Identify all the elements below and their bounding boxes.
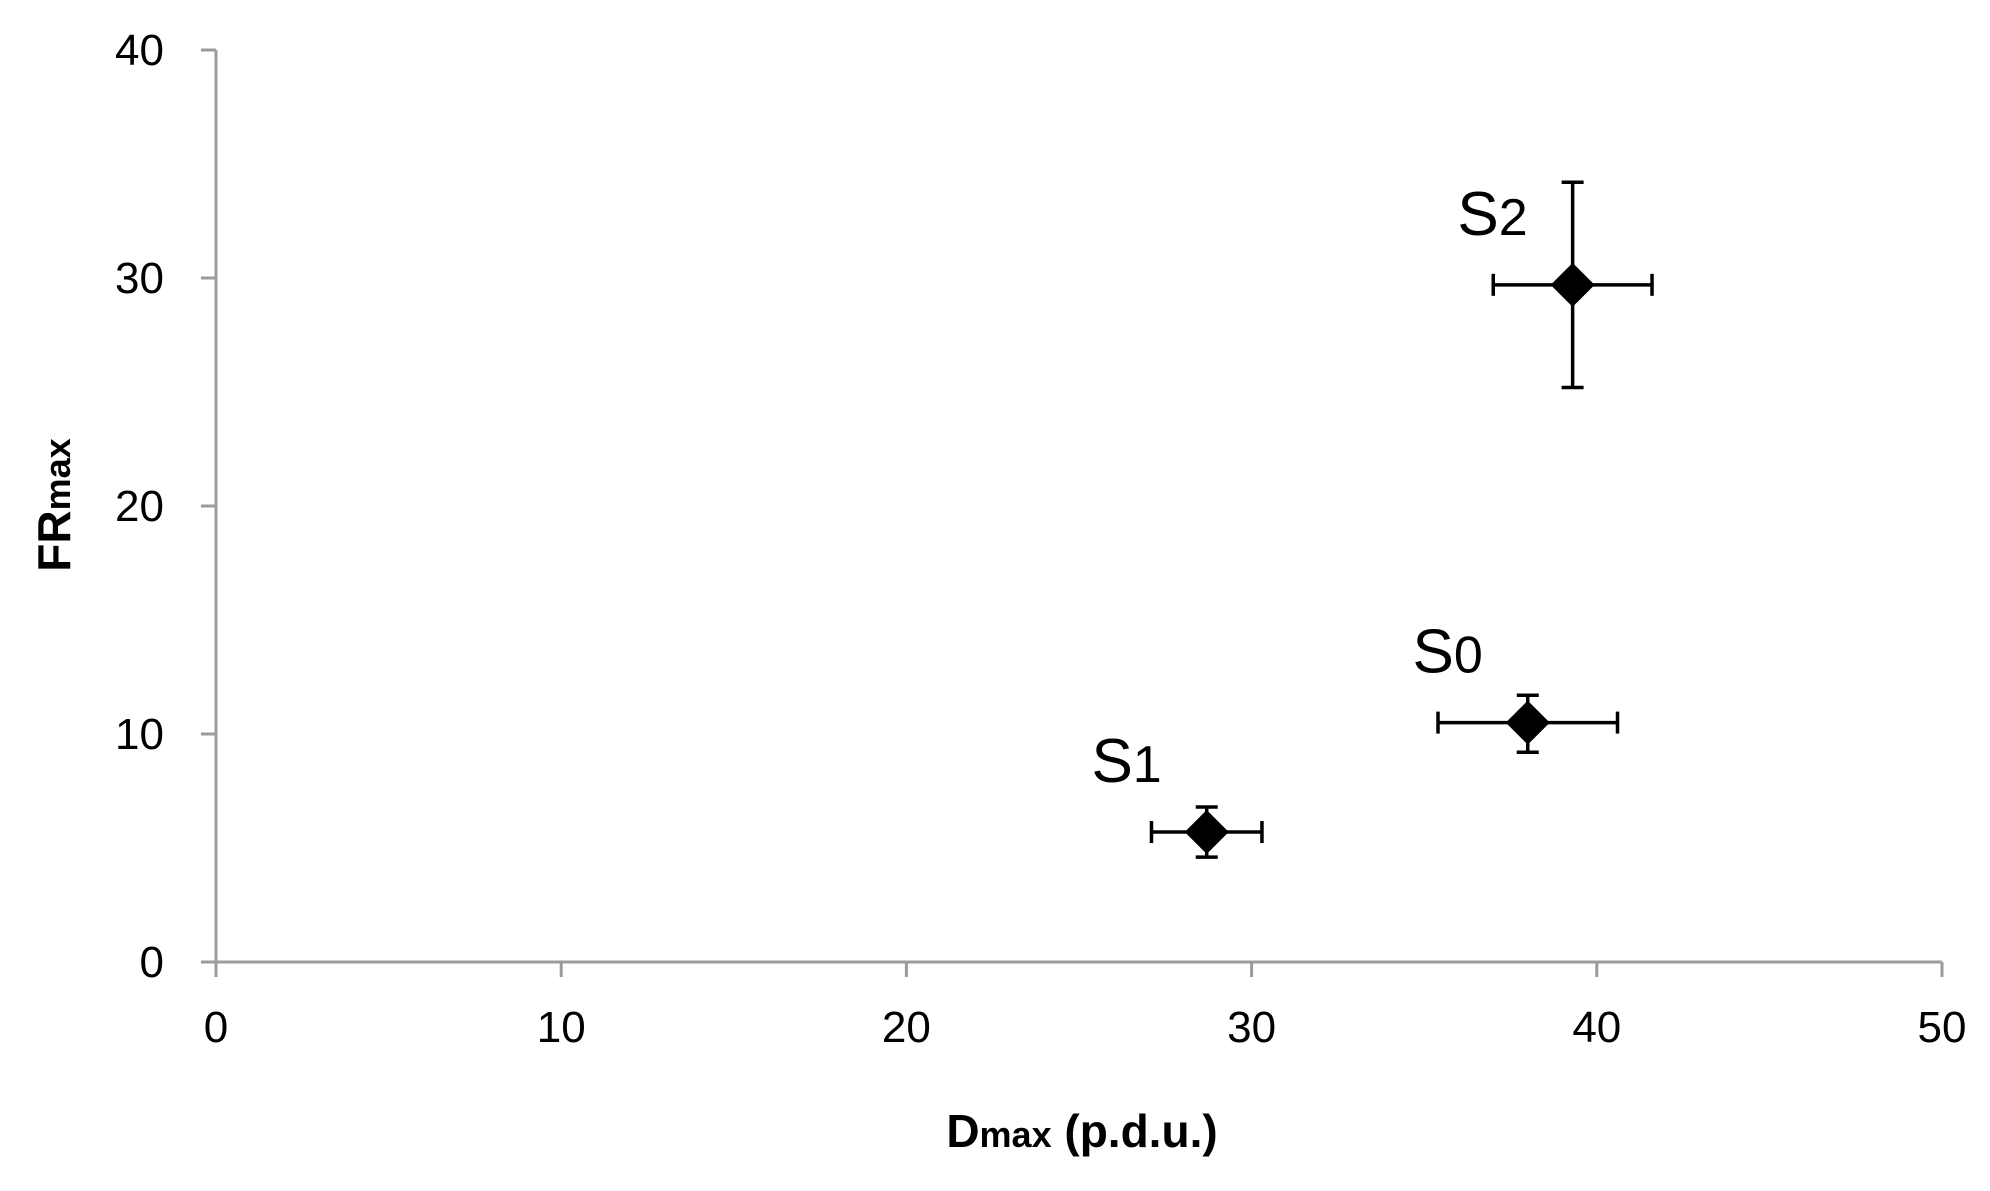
point-label-main: S [1457,180,1498,249]
y-tick-label: 10 [115,710,164,759]
x-tick-label: 10 [537,1003,586,1052]
x-tick-label: 0 [204,1003,228,1052]
point-label-sub: 1 [1133,736,1162,794]
x-tick-label: 30 [1227,1003,1276,1052]
y-tick-label: 40 [115,26,164,75]
point-label: S0 [1412,618,1482,687]
y-axis-title: FRmax [28,438,80,571]
x-tick-label: 50 [1918,1003,1967,1052]
data-point-marker [1505,700,1550,745]
point-label: S2 [1457,180,1527,249]
x-axis-title-sub: max [980,1114,1052,1155]
y-tick-label: 0 [140,938,164,987]
point-label: S1 [1091,727,1161,796]
x-tick-label: 40 [1572,1003,1621,1052]
data-markers [1184,262,1595,855]
x-tick-label: 20 [882,1003,931,1052]
point-label-sub: 0 [1454,627,1483,685]
y-axis-title-main: FR [28,510,80,571]
x-axis-title: Dmax (p.d.u.) [946,1105,1217,1157]
axes [201,48,1944,977]
y-tick-label: 30 [115,254,164,303]
point-label-sub: 2 [1499,189,1528,247]
data-point-marker [1184,810,1229,855]
data-point-marker [1550,262,1595,307]
x-axis-title-main: D [946,1105,979,1157]
y-axis-title-sub: max [37,438,78,510]
point-label-main: S [1412,618,1453,687]
point-label-main: S [1091,727,1132,796]
y-tick-label: 20 [115,482,164,531]
x-axis-title-rest: (p.d.u.) [1052,1105,1218,1157]
